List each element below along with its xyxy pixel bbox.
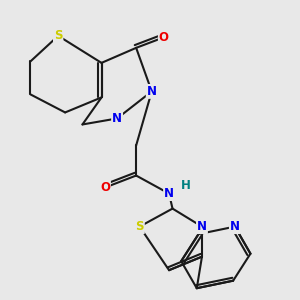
Text: H: H bbox=[181, 179, 190, 192]
Text: O: O bbox=[159, 31, 169, 44]
Text: N: N bbox=[197, 220, 207, 233]
Text: N: N bbox=[147, 85, 157, 98]
Text: S: S bbox=[54, 29, 62, 42]
Text: N: N bbox=[164, 187, 174, 200]
Text: S: S bbox=[135, 220, 144, 233]
Text: N: N bbox=[230, 220, 240, 233]
Text: N: N bbox=[112, 112, 122, 125]
Text: O: O bbox=[100, 181, 110, 194]
